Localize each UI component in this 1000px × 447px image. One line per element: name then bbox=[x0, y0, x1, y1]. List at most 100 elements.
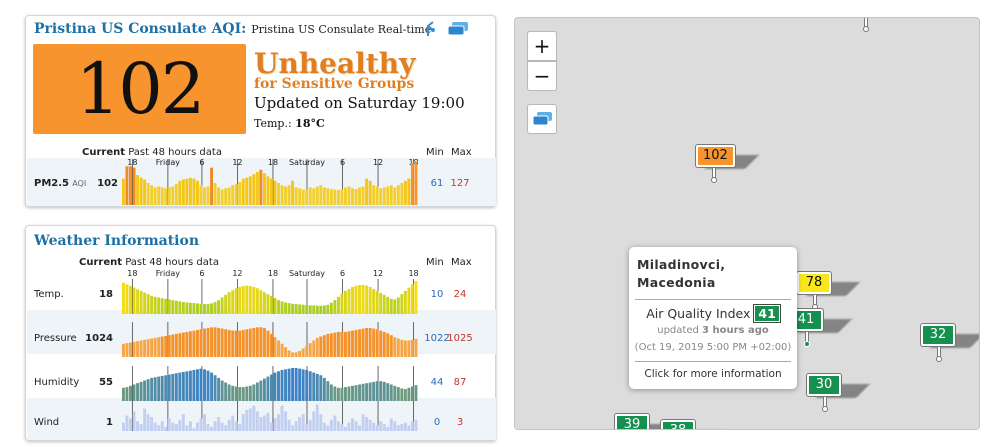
pressure-bar bbox=[185, 331, 189, 357]
pm25-chart[interactable] bbox=[122, 159, 418, 205]
time-tick-label: 6 bbox=[339, 269, 346, 278]
wind-bar bbox=[252, 405, 256, 431]
wind-bar bbox=[245, 410, 249, 431]
temp-bar bbox=[252, 286, 256, 314]
humidity-bar bbox=[160, 375, 164, 401]
wind-bar bbox=[315, 404, 319, 431]
humidity-bar bbox=[354, 385, 358, 401]
pm25-bar bbox=[139, 177, 143, 205]
pm25-bar bbox=[358, 187, 362, 205]
marker-stem bbox=[938, 346, 940, 358]
humidity-bar bbox=[329, 384, 333, 401]
humidity-bar bbox=[192, 369, 196, 401]
pressure-bar bbox=[393, 337, 397, 357]
pressure-bar bbox=[136, 341, 140, 357]
wind-chart[interactable] bbox=[122, 401, 418, 431]
zoom-out-button[interactable]: − bbox=[527, 61, 557, 91]
humidity-bar bbox=[171, 373, 175, 401]
pm25-bar bbox=[270, 178, 273, 205]
pressure-bar bbox=[308, 343, 312, 357]
humidity-bar bbox=[347, 386, 351, 401]
temp-label: Temp. bbox=[34, 289, 64, 300]
header-max: Max bbox=[451, 147, 472, 158]
pressure-bar bbox=[192, 330, 196, 357]
pm25-bar bbox=[386, 186, 390, 205]
humidity-bar bbox=[181, 371, 185, 401]
pressure-bar bbox=[375, 329, 379, 357]
pressure-bar bbox=[407, 340, 411, 357]
humidity-bar bbox=[280, 369, 284, 401]
temp-bar bbox=[329, 302, 333, 314]
wind-bar bbox=[185, 425, 189, 431]
pressure-bar bbox=[319, 336, 323, 357]
layers-icon[interactable] bbox=[446, 21, 470, 37]
temp-bar bbox=[270, 296, 273, 314]
humidity-bar bbox=[403, 389, 407, 401]
humidity-bar bbox=[386, 383, 390, 401]
temp-bar bbox=[206, 304, 210, 314]
wind-bar bbox=[344, 426, 347, 431]
temp-bar bbox=[294, 304, 298, 314]
wind-bar bbox=[347, 422, 351, 431]
temp-bar bbox=[122, 282, 125, 314]
share-icon[interactable] bbox=[423, 20, 439, 38]
wind-bar bbox=[181, 414, 185, 431]
map-layers-button[interactable] bbox=[527, 104, 557, 134]
humidity-bar bbox=[273, 372, 277, 401]
pressure-bar bbox=[153, 337, 157, 357]
wind-bar bbox=[270, 422, 273, 431]
pressure-bar bbox=[312, 340, 316, 357]
pm25-bar bbox=[301, 189, 305, 205]
humidity-bar bbox=[146, 379, 150, 401]
temp-chart[interactable] bbox=[122, 279, 418, 314]
zoom-in-button[interactable]: + bbox=[527, 31, 557, 61]
wind-bar bbox=[227, 419, 231, 431]
aqi-value: 102 bbox=[75, 48, 206, 130]
pm25-bar bbox=[322, 187, 326, 205]
time-tick-label: Friday bbox=[155, 269, 180, 278]
temp-bar bbox=[287, 303, 291, 314]
wind-bar bbox=[238, 424, 242, 431]
pressure-bar bbox=[354, 329, 358, 357]
temp-bar bbox=[259, 290, 263, 314]
pressure-bar bbox=[217, 327, 221, 357]
popup-updated-prefix: updated bbox=[657, 325, 699, 336]
wind-bar bbox=[308, 419, 312, 431]
pm25-bar bbox=[252, 174, 256, 205]
popup-divider-2 bbox=[635, 361, 791, 362]
station-title[interactable]: Pristina US Consulate AQI: bbox=[34, 21, 247, 37]
temp-bar bbox=[196, 303, 199, 314]
humidity-bar bbox=[326, 381, 330, 401]
pressure-bar bbox=[284, 347, 288, 357]
humidity-bar bbox=[252, 384, 256, 401]
humidity-bar bbox=[238, 387, 242, 401]
pm25-bar bbox=[389, 185, 393, 205]
humidity-bar bbox=[340, 387, 344, 401]
wind-bar bbox=[171, 422, 175, 431]
temp-bar bbox=[125, 284, 129, 314]
humidity-bar bbox=[333, 386, 337, 401]
pressure-chart[interactable] bbox=[122, 322, 418, 357]
humidity-bar bbox=[393, 385, 397, 401]
pm25-min: 61 bbox=[430, 178, 444, 189]
humidity-bar bbox=[301, 369, 305, 401]
humidity-bar bbox=[322, 377, 326, 401]
popup-more-info-link[interactable]: Click for more information bbox=[644, 368, 782, 380]
pm25-bar bbox=[125, 166, 129, 205]
pm25-bar bbox=[136, 175, 140, 205]
pm25-bar bbox=[181, 179, 185, 205]
temp-bar bbox=[322, 305, 326, 314]
aqi-panel-title: Pristina US Consulate AQI: Pristina US C… bbox=[34, 21, 431, 37]
pressure-bar bbox=[150, 338, 154, 357]
pressure-bar bbox=[361, 328, 365, 357]
humidity-chart[interactable] bbox=[122, 366, 418, 401]
weather-title: Weather Information bbox=[34, 233, 200, 249]
station-subtitle[interactable]: Pristina US Consulate Real-time bbox=[251, 23, 432, 36]
pm25-bar bbox=[238, 182, 242, 205]
weather-header-past: Past 48 hours data bbox=[125, 257, 219, 268]
pressure-min: 1022 bbox=[424, 333, 450, 344]
map[interactable]: + − 102 78 41 32 30 39 38 Miladinovci, Macedon… bbox=[514, 17, 980, 430]
temp-bar bbox=[312, 305, 316, 314]
station-popup[interactable]: Miladinovci, Macedonia Air Quality Index… bbox=[629, 247, 797, 389]
pm25-bar bbox=[280, 185, 284, 205]
